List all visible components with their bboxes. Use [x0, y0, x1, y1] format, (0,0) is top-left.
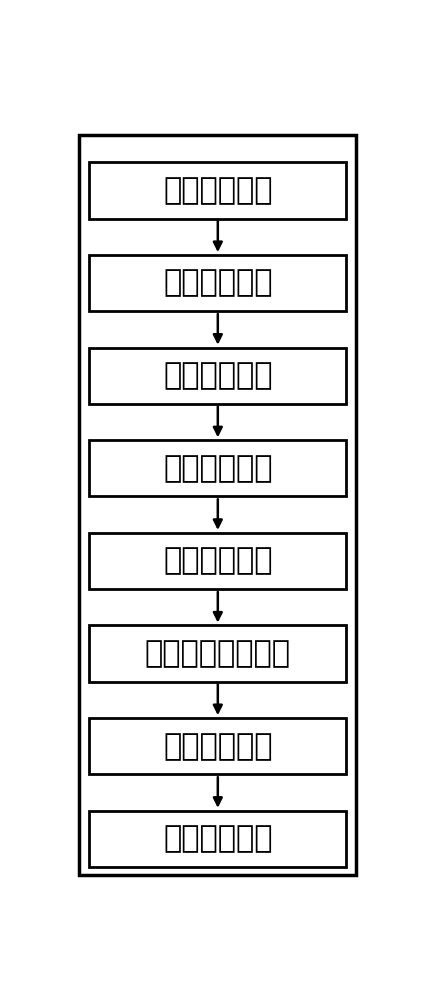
Text: 器官分割模块: 器官分割模块 [163, 546, 272, 575]
Text: 数据分析模块: 数据分析模块 [163, 824, 272, 853]
Bar [89, 440, 346, 496]
Text: 环境监测模块: 环境监测模块 [163, 176, 272, 205]
Bar [89, 811, 346, 867]
Text: 点云处理模块: 点云处理模块 [163, 454, 272, 483]
Bar [89, 625, 346, 682]
Text: 图像采集模块: 图像采集模块 [163, 269, 272, 298]
Text: 三维重建模块: 三维重建模块 [163, 361, 272, 390]
Bar [89, 162, 346, 219]
Bar [89, 533, 346, 589]
Bar [79, 135, 356, 875]
Text: 表型配准模块: 表型配准模块 [163, 732, 272, 761]
Bar [89, 718, 346, 774]
Text: 表型参数提取模块: 表型参数提取模块 [145, 639, 291, 668]
Bar [89, 255, 346, 311]
Bar [89, 348, 346, 404]
